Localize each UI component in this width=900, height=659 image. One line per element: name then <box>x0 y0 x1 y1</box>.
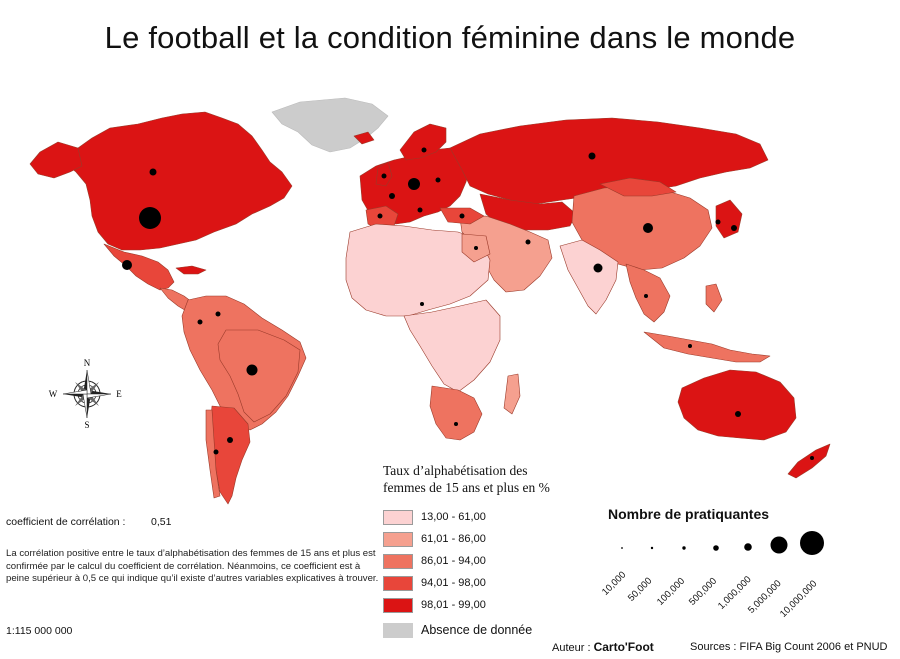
legend-label-2: 61,01 - 86,00 <box>421 533 486 545</box>
author-label: Auteur : <box>552 642 591 654</box>
correlation-paragraph: La corrélation positive entre le taux d’… <box>6 548 379 585</box>
bubble-italy <box>417 207 423 213</box>
region-iceland <box>353 131 375 145</box>
bubble-legend-5000000 <box>770 536 788 554</box>
author-name: Carto'Foot <box>593 640 654 654</box>
region-australia <box>677 369 797 441</box>
legend-swatch-3 <box>383 553 413 569</box>
bubble-indonesia <box>688 344 692 348</box>
legend-label-1: 13,00 - 61,00 <box>421 511 486 523</box>
bubble-turkey <box>459 213 465 219</box>
bubble-thailand <box>644 294 648 298</box>
bubble-france <box>389 193 395 199</box>
landmasses <box>29 97 831 505</box>
legend-class-1: 13,00 - 61,00 <box>383 508 486 526</box>
choropleth-legend: Taux d’alphabétisation des femmes de 15 … <box>383 462 583 496</box>
bubble-legend-10000000 <box>800 531 824 555</box>
bubble-sweden <box>421 147 427 153</box>
map-title: Le football et la condition féminine dan… <box>104 20 796 55</box>
bubble-legend-100000 <box>682 546 686 550</box>
legend-swatch-4 <box>383 575 413 591</box>
sources: Sources : FIFA Big Count 2006 et PNUD <box>690 641 888 653</box>
bubble-iran <box>525 239 531 245</box>
bubble-legend-1000000 <box>744 543 752 551</box>
bubble-china <box>643 223 653 233</box>
correlation-value: 0,51 <box>151 516 172 528</box>
region-india <box>559 239 619 315</box>
region-central-africa <box>403 299 501 393</box>
choropleth-legend-title-1: Taux d’alphabétisation des <box>383 463 528 478</box>
region-brazil <box>217 329 301 423</box>
region-philippines <box>705 283 723 313</box>
bubble-legend-50000 <box>650 546 654 550</box>
author: Auteur : Carto'Foot <box>552 640 654 654</box>
region-north-africa <box>345 223 491 317</box>
legend-swatch-5 <box>383 597 413 613</box>
legend-class-3: 86,01 - 94,00 <box>383 552 486 570</box>
region-greenland <box>271 97 389 153</box>
bubble-argentina <box>227 437 233 443</box>
bubble-russia <box>588 152 596 160</box>
bubble-chile <box>213 449 219 455</box>
region-mongolia <box>599 177 677 197</box>
bubble-germany <box>408 178 420 190</box>
legend-swatch-absent <box>383 622 413 638</box>
legend-label-5: 98,01 - 99,00 <box>421 599 486 611</box>
compass-west: W <box>49 389 58 399</box>
choropleth-legend-title-2: femmes de 15 ans et plus en % <box>383 480 550 495</box>
bubble-brazil <box>246 364 258 376</box>
legend-class-4: 94,01 - 98,00 <box>383 574 486 592</box>
bubble-new-zealand <box>810 456 814 460</box>
bubbles <box>122 147 814 460</box>
legend-label-4: 94,01 - 98,00 <box>421 577 486 589</box>
bubble-korea <box>715 219 721 225</box>
legend-swatch-1 <box>383 509 413 525</box>
legend-class-2: 61,01 - 86,00 <box>383 530 486 548</box>
bubble-mexico <box>122 260 132 270</box>
bubble-poland <box>435 177 441 183</box>
bubble-uk <box>381 173 387 179</box>
region-madagascar <box>503 373 521 415</box>
legend-label-absent: Absence de donnée <box>421 623 533 637</box>
bubble-legend-title: Nombre de pratiquantes <box>608 506 770 522</box>
legend-swatch-2 <box>383 531 413 547</box>
region-southern-africa <box>429 385 483 441</box>
bubble-egypt <box>474 246 478 250</box>
region-chile <box>205 409 221 499</box>
region-scandinavia <box>399 123 447 161</box>
region-southeast-asia <box>625 263 671 323</box>
legend-absent: Absence de donnée <box>383 621 532 639</box>
legend-label-3: 86,01 - 94,00 <box>421 555 486 567</box>
compass-rose-icon: N S E W <box>49 358 123 430</box>
bubble-legend-10000 <box>621 547 623 549</box>
compass-north: N <box>84 358 91 368</box>
region-new-zealand <box>787 443 831 479</box>
bubble-nigeria <box>420 302 424 306</box>
legend-class-5: 98,01 - 99,00 <box>383 596 486 614</box>
bubble-canada <box>149 168 157 176</box>
bubble-usa <box>139 207 161 229</box>
compass-south: S <box>84 420 89 430</box>
bubble-south-africa <box>454 422 458 426</box>
bubble-australia <box>735 411 741 417</box>
bubble-japan <box>731 225 737 231</box>
region-alaska <box>29 141 83 179</box>
bubble-colombia <box>197 319 203 325</box>
region-north-america <box>63 111 293 251</box>
region-cuba <box>175 265 207 275</box>
compass-east: E <box>116 389 122 399</box>
bubble-venezuela <box>215 311 221 317</box>
map-scale: 1:115 000 000 <box>6 625 73 637</box>
region-indonesia <box>643 331 771 363</box>
region-japan <box>715 199 743 239</box>
correlation-label: coefficient de corrélation : <box>6 516 126 528</box>
bubble-legend-marks <box>621 531 824 555</box>
bubble-spain <box>377 213 383 219</box>
bubble-india <box>593 263 603 273</box>
bubble-legend-500000 <box>713 545 719 551</box>
region-mexico <box>103 243 175 291</box>
